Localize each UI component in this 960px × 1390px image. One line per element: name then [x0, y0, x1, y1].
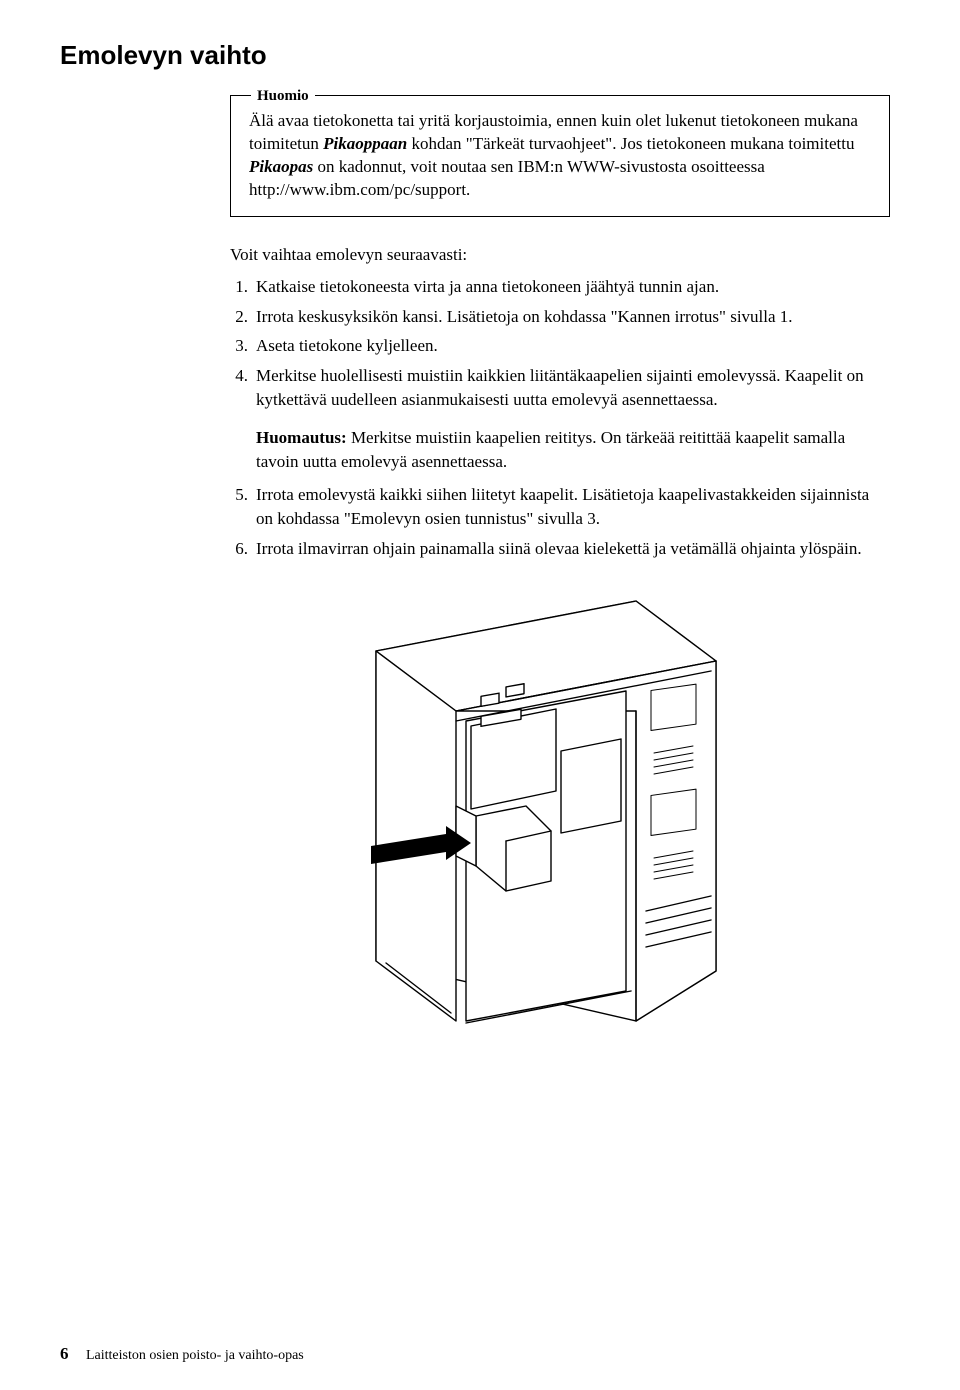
step-text: Irrota keskusyksikön kansi. Lisätietoja … [256, 305, 890, 329]
computer-illustration [256, 571, 776, 1051]
step-text: Katkaise tietokoneesta virta ja anna tie… [256, 275, 890, 299]
step-number: 2. [230, 305, 256, 329]
step-text: Merkitse huolellisesti muistiin kaikkien… [256, 364, 890, 412]
steps-list: 1.Katkaise tietokoneesta virta ja anna t… [230, 275, 890, 412]
notice-label: Huomio [251, 86, 315, 106]
step-text: Irrota emolevystä kaikki siihen liitetyt… [256, 483, 890, 531]
step-number: 3. [230, 334, 256, 358]
step-3: 3.Aseta tietokone kyljelleen. [230, 334, 890, 358]
step-number: 6. [230, 537, 256, 561]
computer-case-figure [256, 571, 890, 1051]
notice-text-3: on kadonnut, voit noutaa sen IBM:n WWW-s… [249, 157, 765, 199]
note-label: Huomautus: [256, 428, 347, 447]
step-number: 4. [230, 364, 256, 412]
step-2: 2.Irrota keskusyksikön kansi. Lisätietoj… [230, 305, 890, 329]
step-6: 6.Irrota ilmavirran ohjain painamalla si… [230, 537, 890, 561]
content-column: Huomio Älä avaa tietokonetta tai yritä k… [230, 95, 890, 1051]
step-5: 5.Irrota emolevystä kaikki siihen liitet… [230, 483, 890, 531]
book-title: Laitteiston osien poisto- ja vaihto-opas [86, 1348, 304, 1363]
page-title: Emolevyn vaihto [60, 40, 900, 71]
step-text: Aseta tietokone kyljelleen. [256, 334, 890, 358]
notice-pikaopas: Pikaopas [249, 157, 313, 176]
notice-text-2: kohdan "Tärkeät turvaohjeet". Jos tietok… [407, 134, 854, 153]
notice-box: Huomio Älä avaa tietokonetta tai yritä k… [230, 95, 890, 217]
step-1: 1.Katkaise tietokoneesta virta ja anna t… [230, 275, 890, 299]
step-number: 1. [230, 275, 256, 299]
step-4: 4.Merkitse huolellisesti muistiin kaikki… [230, 364, 890, 412]
step-text: Irrota ilmavirran ohjain painamalla siin… [256, 537, 890, 561]
note-block: Huomautus: Merkitse muistiin kaapelien r… [256, 426, 890, 474]
page-footer: 6 Laitteiston osien poisto- ja vaihto-op… [60, 1344, 304, 1364]
intro-text: Voit vaihtaa emolevyn seuraavasti: [230, 245, 890, 265]
step-number: 5. [230, 483, 256, 531]
steps-list-2: 5.Irrota emolevystä kaikki siihen liitet… [230, 483, 890, 560]
page-number: 6 [60, 1344, 69, 1363]
notice-pikaoppaan: Pikaoppaan [323, 134, 407, 153]
